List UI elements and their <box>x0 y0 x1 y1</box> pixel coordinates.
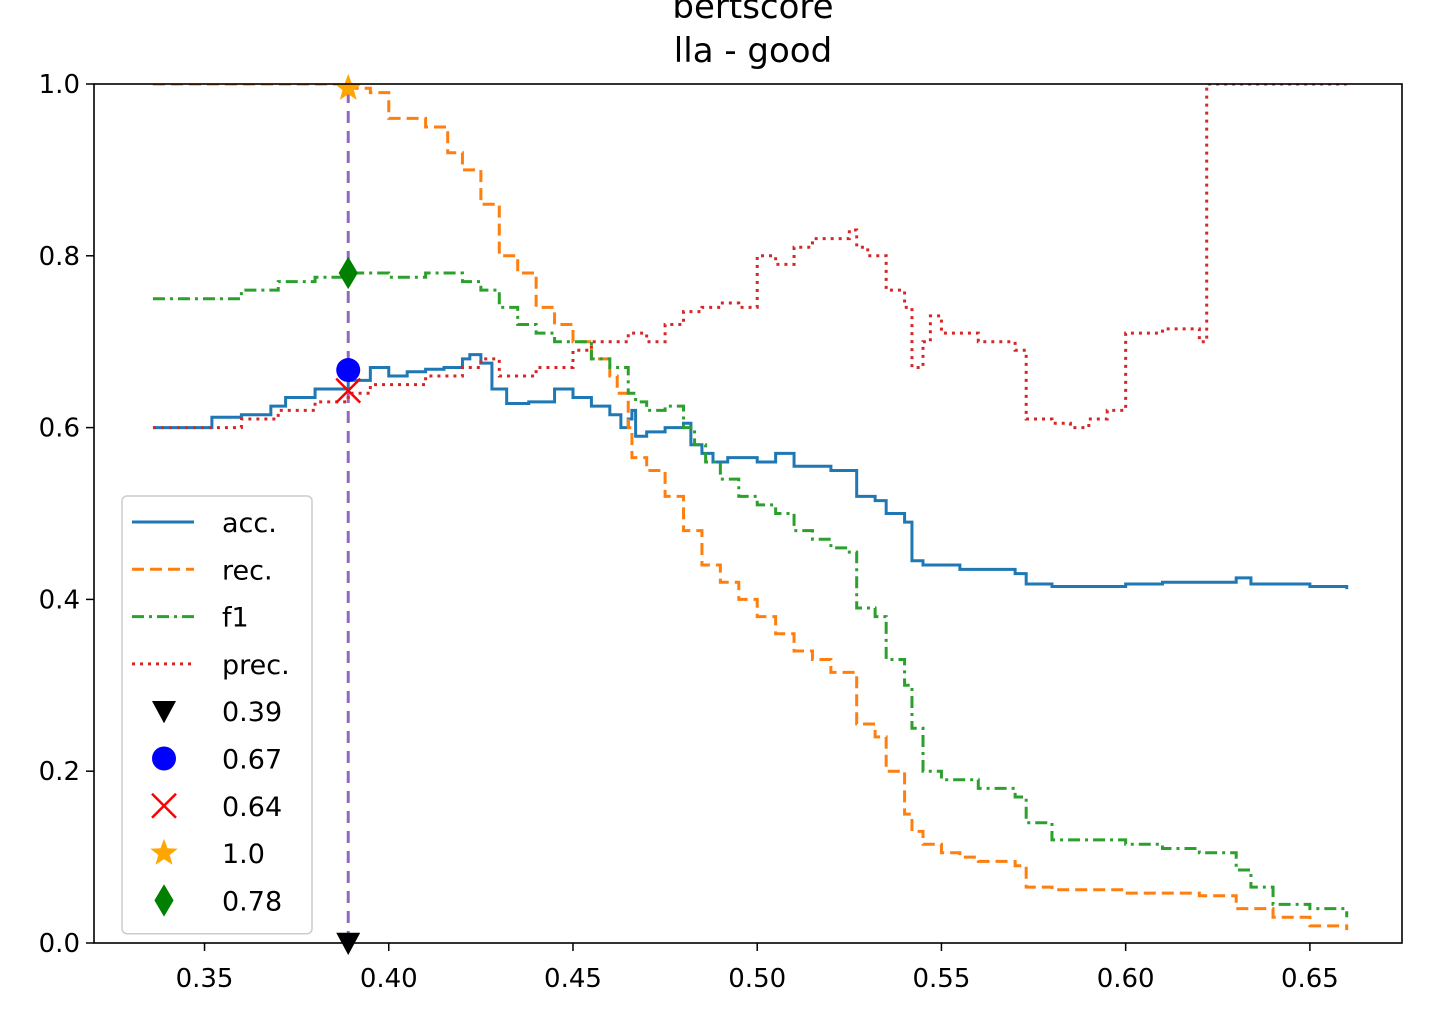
x-tick-label: 0.65 <box>1281 964 1339 994</box>
marker-star-1-0 <box>334 73 362 100</box>
y-tick-label: 1.0 <box>39 70 80 100</box>
legend-marker-x <box>151 792 177 819</box>
series-line-prec <box>152 84 1347 430</box>
plot-frame <box>93 83 1403 944</box>
x-tick-label: 0.60 <box>1097 964 1155 994</box>
marker-diamond-0-78 <box>338 256 358 290</box>
legend-label-prec: prec. <box>222 650 290 681</box>
y-tick-label: 0.0 <box>39 929 80 959</box>
legend-label-0-39: 0.39 <box>222 697 282 728</box>
legend-marker-circle <box>152 746 176 771</box>
y-tick-label: 0.4 <box>39 585 80 615</box>
marker-circle-0-67 <box>336 358 361 383</box>
x-tick-label: 0.55 <box>912 964 970 994</box>
series-line-rec <box>152 84 1349 931</box>
legend-marker-star <box>150 838 178 865</box>
x-tick-label: 0.40 <box>360 964 418 994</box>
y-tick-label: 0.6 <box>39 414 80 444</box>
x-tick-label: 0.45 <box>544 964 602 994</box>
series-line-acc <box>152 353 1349 590</box>
legend-label-f1: f1 <box>222 603 249 634</box>
y-tick-label: 0.8 <box>39 242 80 272</box>
legend-marker-triangle-down <box>152 701 176 724</box>
legend-label-acc: acc. <box>222 508 277 539</box>
marker-x-0-64 <box>335 377 362 404</box>
legend-label-0-64: 0.64 <box>222 792 282 823</box>
legend-marker-diamond <box>154 884 174 917</box>
marker-triangle-down-0-39 <box>336 932 361 955</box>
chart-title-line-1: bertscore <box>672 0 833 27</box>
legend-label-rec: rec. <box>222 555 273 586</box>
legend-label-0-67: 0.67 <box>222 745 282 776</box>
x-tick-label: 0.50 <box>728 964 786 994</box>
series-line-f1 <box>152 271 1349 918</box>
legend-box <box>121 495 313 935</box>
legend-label-1-0: 1.0 <box>222 839 265 870</box>
y-tick-label: 0.2 <box>39 757 80 787</box>
chart-title-line-2: lla - good <box>674 31 832 71</box>
legend-label-0-78: 0.78 <box>222 886 282 917</box>
x-tick-label: 0.35 <box>176 964 234 994</box>
